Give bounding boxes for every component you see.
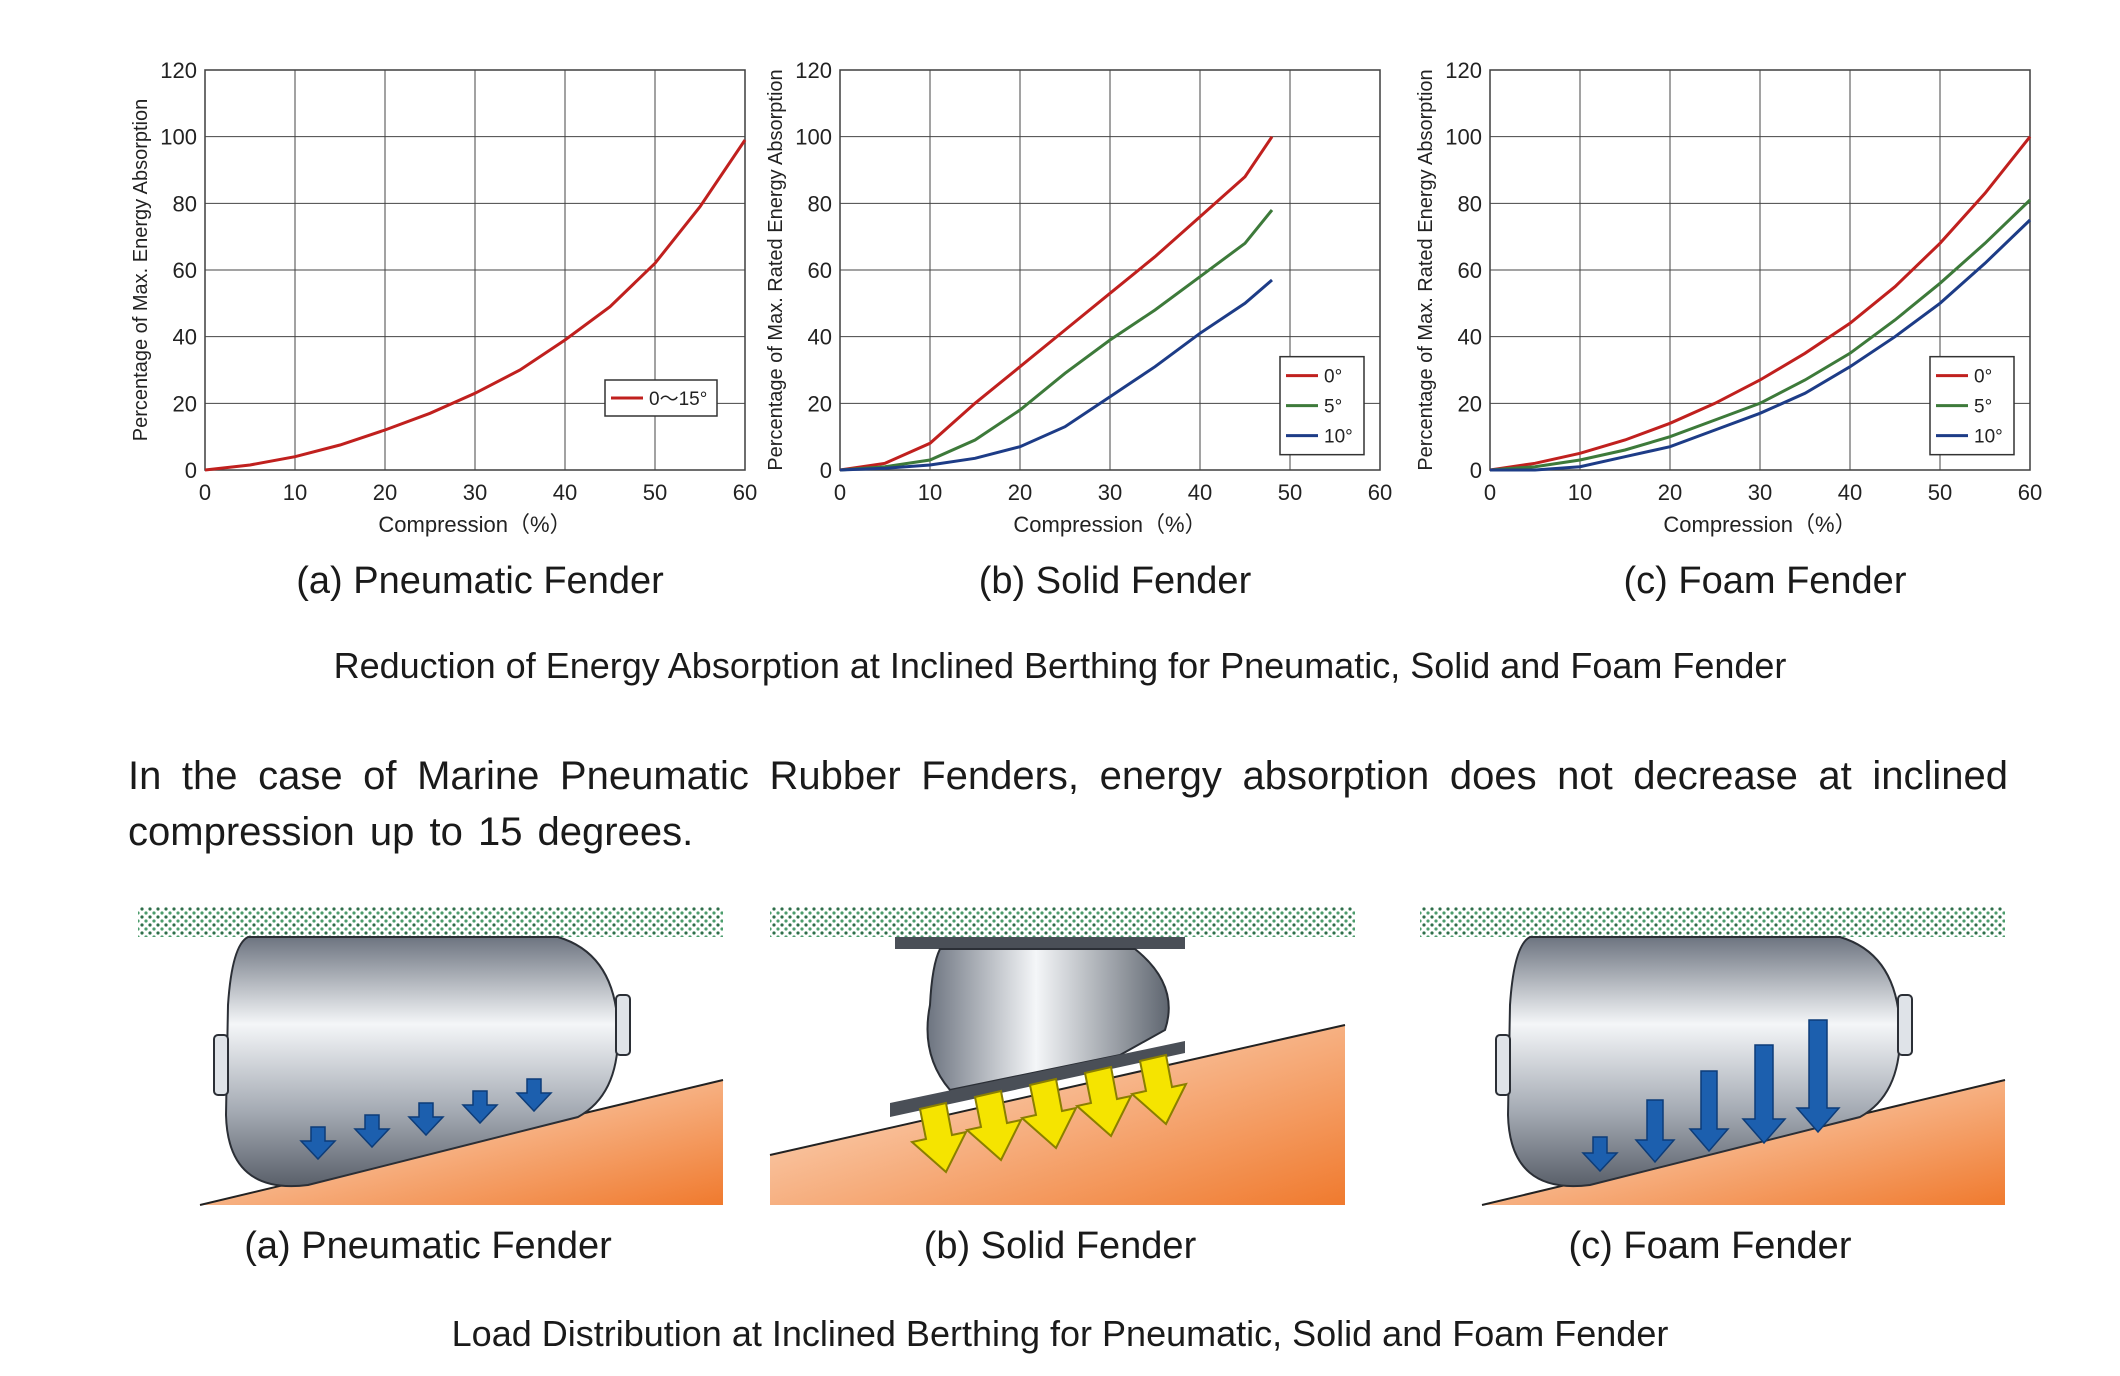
x-tick-label: 30 — [1098, 480, 1122, 505]
series-line — [1490, 218, 2032, 472]
chart-foam: 0 10 20 30 40 50 60 0 20 40 60 80 100 120 Compression（… — [1400, 40, 2080, 540]
y-tick-label: 60 — [1458, 258, 1482, 283]
y-tick-label: 80 — [173, 191, 197, 216]
y-tick-label: 40 — [808, 325, 832, 350]
chart-caption: (b) Solid Fender — [978, 560, 1252, 602]
figure-title: Load Distribution at Inclined Berthing f… — [451, 1313, 1669, 1354]
load-arrows — [299, 1078, 553, 1161]
y-tick-label: 20 — [173, 391, 197, 416]
y-tick-label: 60 — [808, 258, 832, 283]
y-tick-label: 0 — [1470, 458, 1482, 483]
chart-solid: 0 10 20 30 40 50 60 0 20 40 60 80 100 120 Compression（… — [750, 40, 1430, 540]
legend-label: 0～15° — [649, 389, 707, 410]
legend-label: 5° — [1324, 397, 1342, 418]
fender-body — [224, 936, 620, 1188]
y-tick-label: 120 — [160, 58, 197, 83]
series-line — [839, 209, 1274, 472]
x-tick-label: 40 — [553, 480, 577, 505]
foam-fender-drawing — [1420, 907, 2006, 1206]
y-tick-label: 80 — [808, 191, 832, 216]
x-tick-label: 60 — [1368, 480, 1392, 505]
solid-fender-drawing — [769, 907, 1355, 1205]
chart-pneumatic: 0 10 20 30 40 50 60 0 20 40 60 80 100 120 Compression（… — [115, 40, 795, 540]
illustration-caption: (b) Solid Fender — [923, 1225, 1197, 1267]
x-tick-label: 50 — [1928, 480, 1952, 505]
series-line — [1489, 198, 2032, 472]
chart-caption: (c) Foam Fender — [1623, 560, 1907, 602]
solid-fender-illustration — [760, 895, 1360, 1215]
chart-svg: 0 10 20 30 40 50 60 0 20 40 60 80 100 120 Compression（… — [1415, 58, 2042, 537]
x-tick-label: 60 — [2018, 480, 2042, 505]
y-tick-label: 40 — [173, 325, 197, 350]
figure-title: Reduction of Energy Absorption at Inclin… — [333, 645, 1787, 686]
x-tick-label: 20 — [373, 480, 397, 505]
series-line — [839, 278, 1273, 472]
x-tick-label: 10 — [283, 480, 307, 505]
x-axis-label: Compression（%） — [1013, 512, 1206, 537]
legend-label: 0° — [1324, 367, 1342, 388]
x-tick-label: 20 — [1008, 480, 1032, 505]
load-arrows — [909, 1053, 1188, 1174]
x-axis-label: Compression（%） — [378, 512, 571, 537]
y-tick-label: 20 — [808, 391, 832, 416]
x-tick-label: 0 — [834, 480, 846, 505]
y-axis-label: Percentage of Max. Rated Energy Absorpti… — [1415, 69, 1437, 470]
quay-wall — [138, 907, 723, 937]
pneumatic-fender-drawing — [138, 907, 724, 1206]
load-arrows — [1581, 1019, 1841, 1173]
y-axis-label: Percentage of Max. Energy Absorption — [130, 99, 152, 441]
chart-caption: (a) Pneumatic Fender — [296, 560, 664, 602]
chart-svg: 0 10 20 30 40 50 60 0 20 40 60 80 100 120 Compression（… — [765, 58, 1392, 537]
fender-body — [1506, 936, 1902, 1188]
x-tick-label: 0 — [199, 480, 211, 505]
x-tick-label: 60 — [733, 480, 757, 505]
illustration-caption: (a) Pneumatic Fender — [244, 1225, 612, 1267]
y-tick-label: 100 — [160, 125, 197, 150]
legend-label: 10° — [1974, 427, 2003, 448]
y-tick-label: 60 — [173, 258, 197, 283]
x-tick-label: 10 — [1568, 480, 1592, 505]
legend-label: 5° — [1974, 397, 1992, 418]
y-tick-label: 100 — [795, 125, 832, 150]
x-tick-label: 20 — [1658, 480, 1682, 505]
y-tick-label: 100 — [1445, 125, 1482, 150]
x-tick-label: 0 — [1484, 480, 1496, 505]
x-tick-label: 50 — [1278, 480, 1302, 505]
foam-fender-illustration — [1410, 895, 2010, 1215]
fender-body — [926, 948, 1170, 1092]
y-tick-label: 120 — [1445, 58, 1482, 83]
pneumatic-fender-illustration — [128, 895, 728, 1215]
y-tick-label: 80 — [1458, 191, 1482, 216]
x-tick-label: 40 — [1188, 480, 1212, 505]
description-paragraph: In the case of Marine Pneumatic Rubber F… — [128, 754, 2008, 854]
chart-svg: 0 10 20 30 40 50 60 0 20 40 60 80 100 120 Compression（… — [130, 58, 757, 537]
x-tick-label: 30 — [463, 480, 487, 505]
y-axis-label: Percentage of Max. Rated Energy Absorpti… — [765, 69, 787, 470]
x-tick-label: 30 — [1748, 480, 1772, 505]
illustration-caption: (c) Foam Fender — [1568, 1225, 1852, 1267]
x-axis-label: Compression（%） — [1663, 512, 1856, 537]
series-line — [204, 139, 747, 472]
quay-wall — [1420, 907, 2005, 937]
series-line — [839, 135, 1274, 472]
legend-label: 0° — [1974, 367, 1992, 388]
x-tick-label: 10 — [918, 480, 942, 505]
y-tick-label: 0 — [185, 458, 197, 483]
legend-label: 10° — [1324, 427, 1353, 448]
y-tick-label: 20 — [1458, 391, 1482, 416]
y-tick-label: 40 — [1458, 325, 1482, 350]
series-line — [1489, 135, 2032, 472]
y-tick-label: 0 — [820, 458, 832, 483]
y-tick-label: 120 — [795, 58, 832, 83]
x-tick-label: 40 — [1838, 480, 1862, 505]
quay-wall — [770, 907, 1355, 937]
x-tick-label: 50 — [643, 480, 667, 505]
